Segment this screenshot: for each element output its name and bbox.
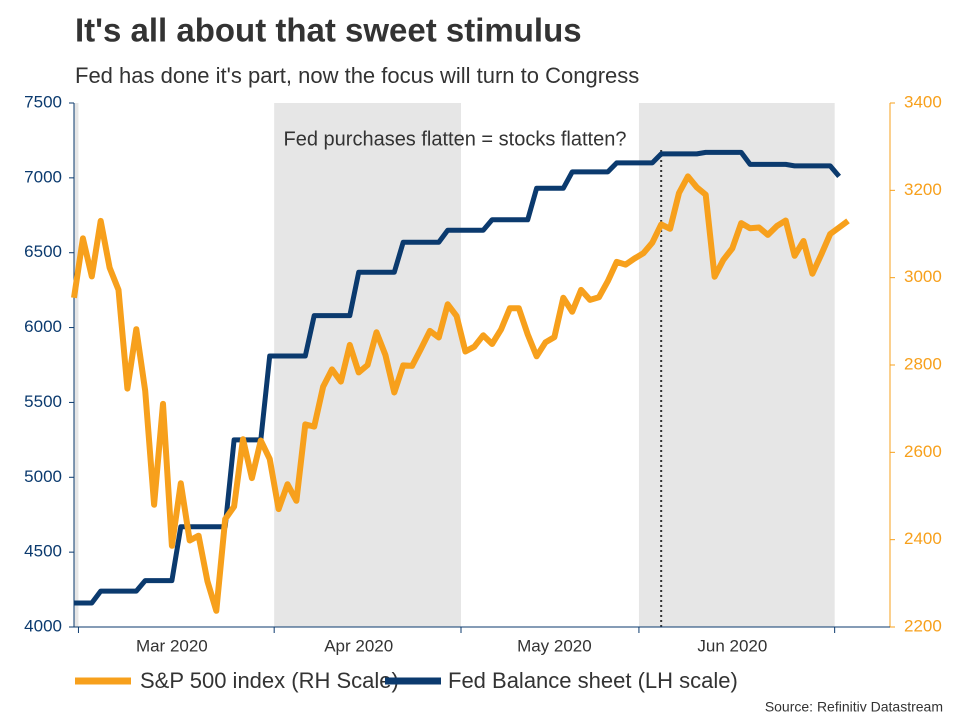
y2-tick-label: 2400 [904, 529, 942, 548]
y-tick-label: 4500 [24, 542, 62, 561]
y2-tick-label: 2200 [904, 616, 942, 635]
x-tick-label: Jun 2020 [697, 636, 767, 655]
legend-label: S&P 500 index (RH Scale) [140, 668, 399, 693]
y2-tick-label: 2600 [904, 442, 942, 461]
shade [638, 103, 835, 627]
x-tick-label: Apr 2020 [324, 636, 393, 655]
y-tick-label: 4000 [24, 616, 62, 635]
y2-tick-label: 3400 [904, 92, 942, 111]
series-line [74, 149, 842, 606]
x-tick-label: Mar 2020 [136, 636, 208, 655]
y-tick-label: 7500 [24, 92, 62, 111]
x-tick-label: May 2020 [517, 636, 592, 655]
y-tick-label: 6000 [24, 317, 62, 336]
y2-tick-label: 3200 [904, 180, 942, 199]
chart-subtitle: Fed has done it's part, now the focus wi… [75, 63, 639, 88]
y-tick-label: 6500 [24, 242, 62, 261]
source: Source: Refinitiv Datastream [765, 699, 943, 715]
annotation: Fed purchases flatten = stocks flatten? [284, 128, 627, 150]
y-tick-label: 7000 [24, 167, 62, 186]
y2-tick-label: 2800 [904, 354, 942, 373]
shade [74, 103, 79, 627]
y2-tick-label: 3000 [904, 267, 942, 286]
series-line [71, 173, 850, 614]
y-tick-label: 5500 [24, 392, 62, 411]
y-tick-label: 5000 [24, 467, 62, 486]
legend-label: Fed Balance sheet (LH scale) [448, 668, 738, 693]
chart-title: It's all about that sweet stimulus [75, 12, 582, 49]
